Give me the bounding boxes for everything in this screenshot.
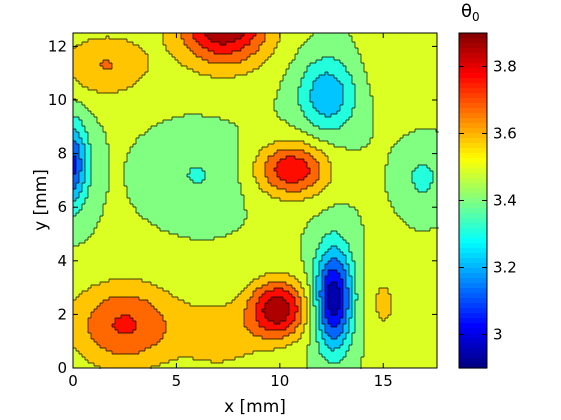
x-axis-label: x [mm]: [224, 397, 286, 417]
colorbar-tick-label-0: 3: [493, 326, 503, 344]
colorbar-tick-label-3: 3.6: [493, 125, 517, 143]
colorbar: 3 3.2 3.4 3.6 3.8: [459, 33, 517, 369]
x-tick-label-1: 5: [172, 372, 182, 390]
x-tick-label-3: 15: [374, 372, 393, 390]
contour-plot-area: [73, 33, 439, 369]
x-tick-label-0: 0: [68, 372, 78, 390]
y-tick-label-3: 6: [57, 198, 67, 216]
colorbar-tick-label-4: 3.8: [493, 58, 517, 76]
y-tick-label-5: 10: [48, 91, 67, 109]
colorbar-tick-label-2: 3.4: [493, 192, 517, 210]
y-tick-label-2: 4: [57, 252, 67, 270]
x-tick-label-2: 10: [270, 372, 289, 390]
colorbar-tick-label-1: 3.2: [493, 259, 517, 277]
colorbar-title: θ0: [461, 1, 480, 24]
y-tick-label-4: 8: [57, 145, 67, 163]
y-axis-label: y [mm]: [31, 169, 51, 231]
y-tick-label-0: 0: [57, 359, 67, 377]
y-tick-label-6: 12: [48, 37, 67, 55]
contour-fill-cells: [73, 33, 437, 368]
y-tick-label-1: 2: [57, 305, 67, 323]
